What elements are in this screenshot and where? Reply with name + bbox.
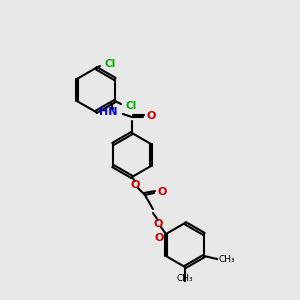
Text: CH₃: CH₃ (177, 274, 193, 283)
Text: O: O (130, 180, 140, 190)
Text: Cl: Cl (126, 101, 137, 111)
Text: Cl: Cl (105, 59, 116, 69)
Text: O: O (153, 219, 163, 229)
Text: O: O (158, 187, 167, 197)
Text: O: O (154, 233, 164, 243)
Text: O: O (147, 111, 156, 121)
Text: CH₃: CH₃ (218, 254, 235, 263)
Text: HN: HN (99, 107, 118, 117)
